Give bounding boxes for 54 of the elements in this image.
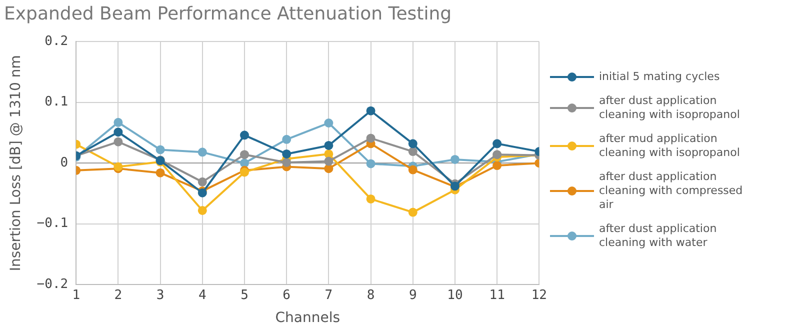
point <box>408 139 418 148</box>
chart-title: Expanded Beam Performance Attenuation Testing <box>4 3 452 24</box>
point <box>492 139 502 148</box>
point <box>282 134 292 144</box>
point <box>366 159 376 168</box>
point <box>450 154 460 164</box>
x-tick-label: 5 <box>240 288 248 303</box>
legend-label: after dust application cleaning with compressed air <box>599 170 744 212</box>
point <box>156 168 165 178</box>
point <box>198 148 207 157</box>
point <box>198 206 207 215</box>
y-tick-label: 0.2 <box>44 34 68 49</box>
x-tick-label: 11 <box>489 288 505 303</box>
legend-label: after mud application cleaning with isopropanol <box>599 132 741 160</box>
point <box>492 161 502 170</box>
point <box>324 164 334 174</box>
y-tick-label: −0.2 <box>36 276 68 292</box>
point <box>366 134 376 143</box>
x-tick-label: 2 <box>114 288 122 303</box>
point <box>282 149 292 158</box>
point <box>408 147 418 156</box>
x-tick-label: 1 <box>72 288 80 303</box>
point <box>408 208 418 217</box>
x-tick-label: 4 <box>198 288 206 303</box>
legend-label: initial 5 mating cycles <box>599 70 721 84</box>
point <box>324 140 334 150</box>
point <box>114 128 123 137</box>
x-tick-label: 9 <box>408 288 417 303</box>
point <box>198 177 207 186</box>
x-tick-label: 3 <box>156 288 164 303</box>
point <box>492 150 502 160</box>
point <box>240 130 249 140</box>
legend-label: after dust application cleaning with water <box>599 222 718 250</box>
point <box>156 145 165 154</box>
x-tick-label: 10 <box>447 288 463 303</box>
x-tick-label: 8 <box>366 288 375 303</box>
point <box>324 118 334 128</box>
point <box>324 156 334 166</box>
point <box>366 194 376 204</box>
x-tick-label: 6 <box>282 288 291 303</box>
y-tick-label: 0.1 <box>44 94 68 110</box>
x-tick-label: 12 <box>531 288 547 303</box>
y-tick-label: 0 <box>60 155 68 170</box>
y-tick-label: −0.1 <box>36 216 68 232</box>
point <box>282 158 292 167</box>
y-axis-title: Insertion Loss [dB] @ 1310 nm <box>8 55 24 272</box>
point <box>114 118 123 127</box>
x-axis-title: Channels <box>275 310 340 326</box>
point <box>114 137 123 146</box>
x-tick-label: 7 <box>324 288 333 303</box>
point <box>240 150 249 160</box>
legend-label: after dust application cleaning with isopropanol <box>599 94 741 122</box>
point <box>408 165 418 174</box>
point <box>366 106 376 116</box>
